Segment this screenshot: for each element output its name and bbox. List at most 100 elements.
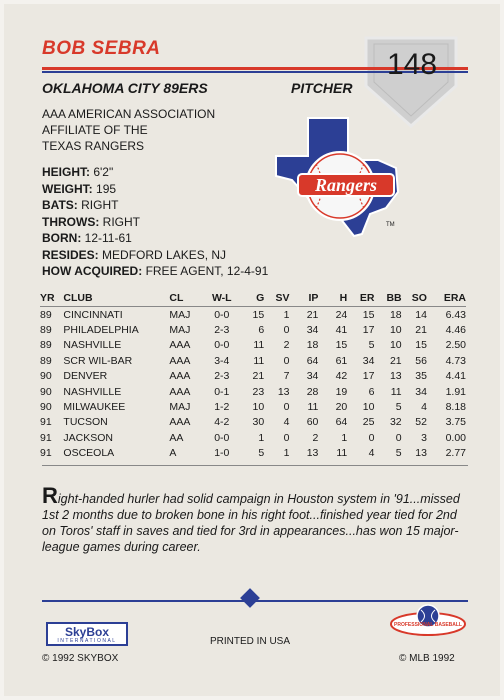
header-bb: BB: [374, 290, 402, 307]
stats-cell-ip: 60: [306, 416, 319, 429]
stats-cell-so: 34: [415, 385, 427, 398]
stats-cell-cl: MAJ: [169, 324, 191, 337]
stats-cell-sv: 1: [283, 308, 290, 321]
stats-cell-sv: 13: [277, 385, 290, 398]
stats-bottom-rule: [42, 465, 468, 466]
trademark-mark: TM: [386, 222, 395, 228]
stats-cell-er: 17: [362, 370, 375, 383]
stats-cell-cl: MAJ: [169, 308, 191, 321]
stats-cell-wl: 1-2: [214, 401, 230, 414]
stats-header-row: YR CLUB CL W-L G SV IP H ER BB SO ERA: [40, 290, 466, 307]
stats-cell-ip: 2: [312, 431, 319, 444]
stats-cell-era: 0.00: [445, 431, 466, 444]
card-number-badge: [364, 36, 458, 129]
stats-cell-h: 61: [335, 354, 348, 367]
stats-cell-club: NASHVILLE: [63, 339, 122, 352]
stats-cell-yr: 90: [40, 385, 52, 398]
stats-cell-bb: 10: [389, 339, 402, 352]
stats-cell-yr: 91: [40, 416, 52, 429]
professional-baseball-text: PROFESSIONAL BASEBALL: [394, 622, 462, 628]
logo-wordmark: Rangers: [314, 175, 377, 195]
stats-cell-club: SCR WIL-BAR: [63, 354, 133, 367]
stats-cell-sv: 1: [283, 447, 290, 460]
header-yr: YR: [40, 290, 64, 307]
stats-cell-era: 8.18: [445, 401, 466, 414]
professional-baseball-logo: [390, 604, 466, 636]
stats-cell-club: DENVER: [63, 370, 108, 383]
stats-cell-sv: 0: [283, 354, 290, 367]
stats-cell-bb: 0: [395, 431, 402, 444]
stats-cell-h: 11: [336, 447, 348, 460]
footer-diamond: [240, 588, 260, 608]
stats-cell-so: 21: [415, 324, 427, 337]
stats-cell-sv: 0: [283, 431, 290, 444]
stats-cell-cl: AAA: [169, 339, 191, 352]
stats-cell-h: 41: [335, 324, 348, 337]
team-name: OKLAHOMA CITY 89ERS: [42, 80, 208, 96]
stats-cell-bb: 5: [395, 447, 402, 460]
stats-cell-g: 5: [258, 447, 265, 460]
stats-cell-er: 5: [368, 339, 375, 352]
stats-cell-ip: 18: [306, 339, 319, 352]
stats-cell-sv: 7: [283, 370, 290, 383]
player-bio: HEIGHT: 6'2" WEIGHT: 195 BATS: RIGHT THR…: [42, 164, 268, 280]
stats-cell-bb: 5: [395, 401, 402, 414]
stats-cell-g: 11: [253, 339, 265, 352]
bio-throws: THROWS: RIGHT: [42, 214, 141, 229]
copyright-skybox: © 1992 SKYBOX: [42, 653, 119, 664]
stats-cell-ip: 34: [306, 324, 319, 337]
stats-cell-g: 6: [258, 324, 265, 337]
stats-cell-so: 3: [421, 431, 427, 444]
affiliation-line: AFFILIATE OF THE: [42, 123, 148, 137]
bio-resides: RESIDES: MEDFORD LAKES, NJ: [42, 247, 227, 262]
stats-cell-bb: 10: [389, 324, 402, 337]
stats-cell-wl: 2-3: [214, 324, 230, 337]
card-number: 148: [386, 48, 438, 81]
stats-cell-wl: 0-0: [214, 308, 230, 321]
stats-cell-era: 4.73: [445, 354, 466, 367]
stats-cell-h: 64: [335, 416, 348, 429]
stats-cell-er: 0: [368, 431, 375, 444]
stats-row: 91 OSCEOLA A 1-0 5 1 13 11 4 5 13 2.77: [40, 446, 466, 461]
stats-cell-bb: 21: [389, 354, 402, 367]
header-ip: IP: [289, 290, 319, 307]
stats-cell-club: MILWAUKEE: [63, 401, 126, 414]
stats-cell-cl: AAA: [169, 385, 191, 398]
stats-cell-er: 34: [362, 354, 375, 367]
stats-cell-sv: 4: [283, 416, 290, 429]
header-red-rule: [42, 67, 468, 70]
player-name: BOB SEBRA: [42, 38, 161, 59]
stats-cell-er: 10: [362, 401, 375, 414]
header-club: CLUB: [63, 290, 170, 307]
stats-cell-bb: 13: [389, 370, 402, 383]
stats-cell-cl: A: [169, 447, 177, 460]
stats-cell-h: 24: [335, 308, 348, 321]
stats-cell-cl: AAA: [169, 354, 191, 367]
stats-cell-era: 4.41: [445, 370, 466, 383]
stats-cell-cl: AA: [169, 431, 184, 444]
stats-cell-era: 3.75: [445, 416, 466, 429]
header-er: ER: [347, 290, 375, 307]
stats-cell-cl: MAJ: [169, 401, 191, 414]
stats-cell-so: 4: [421, 401, 427, 414]
stats-cell-club: JACKSON: [63, 431, 114, 444]
header-wl: W-L: [204, 290, 240, 307]
stats-cell-club: PHILADELPHIA: [63, 324, 139, 337]
stats-cell-era: 2.77: [445, 447, 466, 460]
header-so: SO: [401, 290, 427, 307]
stats-row: 89 SCR WIL-BAR AAA 3-4 11 0 64 61 34 21 56 4.73: [40, 353, 466, 368]
stats-cell-g: 1: [258, 431, 265, 444]
stats-cell-club: OSCEOLA: [63, 447, 115, 460]
stats-cell-so: 14: [415, 308, 427, 321]
copyright-mlb: © MLB 1992: [399, 653, 455, 664]
stats-cell-yr: 90: [40, 370, 52, 383]
stats-row: 89 PHILADELPHIA MAJ 2-3 6 0 34 41 17 10 21 4.46: [40, 322, 466, 337]
stats-cell-era: 1.91: [445, 385, 466, 398]
stats-cell-wl: 1-0: [214, 447, 230, 460]
stats-cell-sv: 0: [283, 324, 290, 337]
skybox-logo: SkyBox INTERNATIONAL: [46, 622, 128, 646]
stats-cell-h: 15: [335, 339, 348, 352]
stats-cell-wl: 0-0: [214, 431, 230, 444]
stats-cell-g: 10: [252, 401, 265, 414]
bio-how-acquired: HOW ACQUIRED: FREE AGENT, 12-4-91: [42, 264, 269, 278]
